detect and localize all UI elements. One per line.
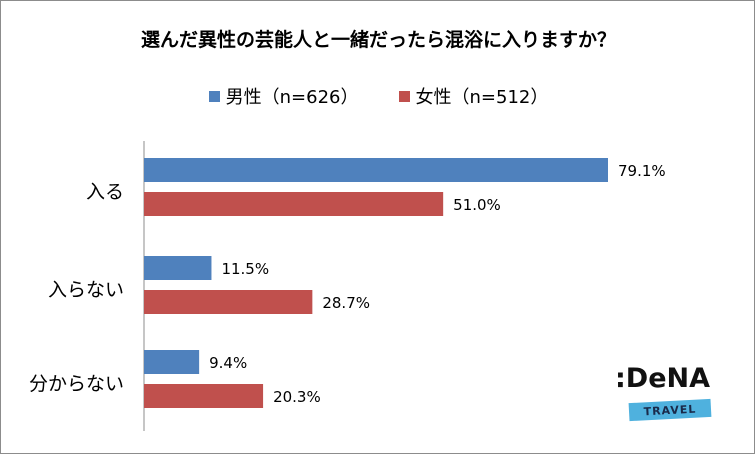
dena-travel-logo: :DeNA TRAVEL [611, 363, 721, 427]
bar-male [144, 256, 212, 280]
data-label: 9.4% [209, 354, 247, 372]
bar-female [144, 384, 264, 408]
legend-swatch-female [398, 90, 410, 102]
bar-female [144, 290, 313, 314]
legend-swatch-male [208, 90, 220, 102]
data-label: 51.0% [453, 196, 501, 214]
bar-male [144, 158, 608, 182]
logo-band: TRAVEL [628, 398, 712, 422]
chart-title: 選んだ異性の芸能人と一緒だったら混浴に入りますか？ [140, 29, 616, 51]
legend-label-male: 男性（n=626） [225, 87, 359, 108]
legend: 男性（n=626） 女性（n=512） [1, 83, 755, 109]
data-label: 20.3% [273, 388, 321, 406]
legend-item-female: 女性（n=512） [398, 83, 549, 109]
bar-female [144, 192, 444, 216]
data-label: 79.1% [618, 162, 666, 180]
category-label: 入る [86, 181, 124, 203]
bar-male [144, 350, 200, 374]
data-label: 11.5% [221, 260, 269, 278]
data-label: 28.7% [322, 294, 370, 312]
logo-wordmark: :DeNA [615, 363, 711, 394]
category-label: 分からない [29, 373, 124, 395]
category-label: 入らない [48, 279, 124, 301]
legend-item-male: 男性（n=626） [208, 83, 359, 109]
legend-label-female: 女性（n=512） [415, 87, 549, 108]
